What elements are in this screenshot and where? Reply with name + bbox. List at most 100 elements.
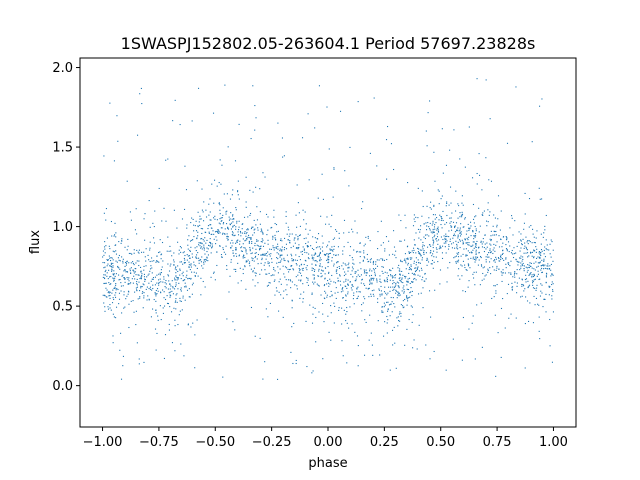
data-point	[291, 258, 293, 260]
data-point	[295, 276, 297, 278]
data-point	[326, 106, 328, 108]
data-point	[117, 257, 119, 259]
data-point	[483, 246, 485, 249]
data-point	[145, 265, 147, 267]
data-point	[333, 265, 335, 267]
data-point	[411, 290, 413, 292]
data-point	[115, 260, 117, 262]
data-point	[175, 266, 177, 268]
data-point	[384, 279, 386, 281]
data-point	[171, 290, 173, 292]
data-point	[251, 241, 253, 243]
data-point	[109, 294, 111, 297]
data-point	[250, 237, 252, 240]
data-point	[394, 306, 396, 308]
data-point	[225, 253, 227, 255]
data-point	[272, 235, 274, 237]
data-point	[483, 266, 486, 268]
data-point	[115, 317, 117, 319]
data-point	[327, 253, 329, 255]
data-point	[199, 245, 201, 247]
data-point	[527, 280, 529, 282]
data-point	[418, 262, 420, 264]
data-point	[257, 253, 260, 256]
data-point	[141, 103, 143, 105]
data-point	[541, 292, 543, 294]
data-point	[253, 260, 255, 262]
data-point	[349, 246, 352, 248]
data-point	[316, 261, 318, 263]
data-point	[211, 245, 214, 247]
data-point	[520, 240, 522, 242]
y-axis-label: flux	[28, 230, 43, 254]
data-point	[528, 284, 531, 286]
data-point	[102, 261, 104, 264]
data-point	[222, 207, 224, 209]
data-point	[439, 269, 442, 271]
data-point	[532, 233, 534, 235]
data-point	[488, 261, 491, 263]
data-point	[319, 265, 321, 267]
data-point	[107, 278, 109, 280]
data-point	[200, 218, 202, 220]
data-point	[404, 253, 406, 255]
data-point	[367, 287, 369, 290]
data-point	[273, 216, 275, 218]
data-point	[265, 213, 268, 215]
data-point	[219, 213, 221, 215]
data-point	[495, 375, 497, 377]
data-point	[433, 232, 435, 234]
data-point	[328, 331, 330, 333]
data-point	[488, 214, 490, 216]
data-point	[174, 277, 176, 279]
data-point	[206, 247, 208, 249]
data-point	[377, 301, 379, 303]
data-point	[203, 259, 205, 261]
data-point	[110, 275, 112, 278]
data-point	[127, 290, 130, 292]
data-point	[335, 297, 337, 299]
data-point	[549, 253, 551, 255]
data-point	[141, 251, 143, 253]
data-point	[435, 238, 437, 240]
data-point	[368, 296, 370, 298]
data-point	[140, 87, 142, 89]
data-point	[223, 222, 225, 224]
data-point	[455, 210, 457, 212]
data-point	[340, 284, 342, 286]
data-point	[182, 263, 184, 265]
data-point	[549, 243, 551, 245]
data-point	[429, 252, 431, 254]
data-point	[178, 249, 180, 251]
data-point	[127, 278, 129, 280]
data-point	[537, 270, 539, 272]
data-point	[410, 251, 412, 254]
data-point	[183, 208, 186, 210]
y-tick-label: 1.5	[52, 141, 73, 156]
data-point	[543, 260, 545, 262]
data-point	[410, 291, 412, 293]
data-point	[183, 262, 186, 264]
data-point	[490, 252, 492, 254]
data-point	[529, 302, 531, 304]
data-point	[189, 257, 191, 259]
data-point	[550, 269, 552, 271]
data-point	[407, 281, 409, 283]
data-point	[206, 251, 208, 253]
data-point	[346, 362, 348, 364]
data-point	[370, 295, 372, 297]
data-point	[462, 242, 464, 244]
data-point	[224, 84, 226, 86]
data-point	[526, 267, 528, 269]
data-point	[279, 261, 281, 263]
data-point	[187, 244, 189, 246]
data-point	[221, 233, 224, 235]
data-point	[479, 284, 481, 286]
data-point	[333, 322, 335, 324]
data-point	[324, 277, 326, 279]
data-point	[363, 252, 365, 254]
data-point	[233, 255, 235, 257]
data-point	[110, 309, 112, 311]
data-point	[262, 172, 264, 174]
data-point	[185, 276, 187, 278]
